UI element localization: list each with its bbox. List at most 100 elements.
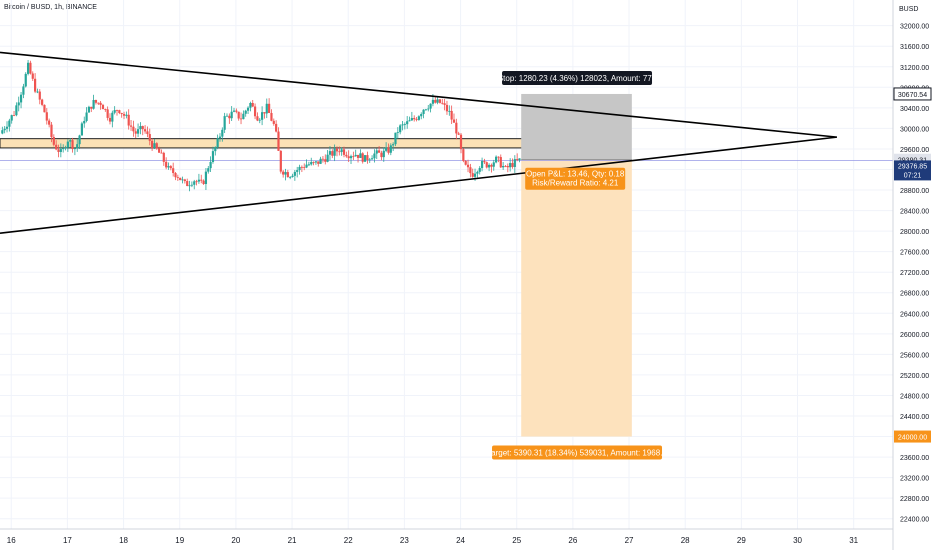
- candle-body: [378, 150, 381, 153]
- candle-body: [459, 134, 463, 150]
- candle-body: [249, 103, 252, 108]
- candle-body: [45, 112, 48, 121]
- candle-body: [485, 162, 488, 168]
- candle-body: [218, 136, 222, 139]
- candle-body: [277, 131, 280, 151]
- candle-body: [195, 181, 198, 183]
- candle-body: [146, 131, 149, 135]
- candle-body: [380, 152, 383, 158]
- candle-body: [19, 94, 23, 103]
- candle-body: [361, 153, 364, 162]
- candle-body: [293, 171, 296, 176]
- candle-body: [52, 136, 55, 145]
- candle-body: [464, 160, 467, 165]
- candle-body: [10, 115, 13, 121]
- target-zone[interactable]: [521, 159, 632, 437]
- candle-body: [441, 102, 444, 104]
- candle-body: [256, 116, 259, 121]
- candle-body: [34, 78, 37, 92]
- candle-body: [83, 120, 86, 124]
- candle-body: [246, 107, 250, 111]
- candle-body: [326, 154, 329, 162]
- x-tick-label: 31: [849, 536, 858, 545]
- candle-body: [251, 103, 254, 107]
- candle-body: [298, 166, 301, 171]
- candle-body: [455, 122, 458, 134]
- candle-body: [202, 180, 205, 185]
- candle-body: [333, 148, 336, 156]
- current-price-tag: 29376.85 07:21: [894, 160, 931, 181]
- candle-body: [265, 103, 268, 114]
- candle-body: [92, 100, 95, 109]
- candle-body: [158, 148, 161, 153]
- stop-zone[interactable]: [521, 93, 632, 160]
- y-tick-label: 22800.00: [900, 496, 929, 503]
- candle-body: [106, 109, 109, 118]
- candle-body: [104, 109, 107, 110]
- trendline-upper[interactable]: [0, 51, 837, 138]
- candle-body: [139, 126, 142, 130]
- svg-text:Open P&L: 13.46, Qty: 0.18: Open P&L: 13.46, Qty: 0.18: [526, 170, 625, 179]
- candle-body: [370, 158, 374, 160]
- y-tick-label: 28400.00: [900, 209, 929, 216]
- candle-body: [296, 170, 299, 172]
- candle-body: [487, 164, 491, 168]
- candle-body: [167, 166, 170, 168]
- candle-body: [143, 129, 147, 132]
- candle-body: [188, 185, 191, 187]
- candle-body: [436, 99, 439, 103]
- candle-body: [354, 154, 357, 157]
- candle-body: [62, 148, 65, 150]
- candle-body: [214, 147, 217, 152]
- candle-body: [424, 109, 428, 111]
- candle-body: [363, 155, 367, 162]
- trendlines[interactable]: [0, 51, 837, 234]
- x-tick-label: 30: [793, 536, 802, 545]
- candle-body: [118, 110, 121, 113]
- candle-body: [443, 103, 446, 105]
- trendline-lower[interactable]: [0, 136, 837, 234]
- candle-body: [242, 113, 245, 120]
- candle-body: [415, 119, 418, 121]
- candle-body: [321, 158, 325, 160]
- candle-body: [403, 124, 406, 125]
- candle-body: [71, 140, 74, 149]
- candle-body: [132, 126, 135, 132]
- candle-body: [200, 179, 203, 181]
- candle-body: [466, 164, 470, 168]
- candle-body: [289, 176, 292, 178]
- candle-body: [204, 171, 208, 185]
- candle-body: [483, 161, 486, 163]
- candle-body: [85, 112, 88, 121]
- candle-body: [506, 166, 509, 168]
- candle-body: [115, 110, 119, 111]
- position-labels: Stop: 1280.23 (4.36%) 128023, Amount: 77…: [487, 70, 667, 460]
- y-tick-label: 28000.00: [900, 229, 929, 236]
- candle-body: [340, 149, 343, 152]
- candle-body: [172, 168, 175, 174]
- candle-body: [78, 135, 81, 145]
- candle-body: [57, 149, 60, 152]
- x-tick-label: 21: [288, 536, 297, 545]
- candle-body: [511, 163, 514, 168]
- candle-body: [41, 99, 44, 105]
- candle-body: [59, 149, 62, 152]
- candle-body: [457, 133, 460, 135]
- y-tick-label: 26400.00: [900, 311, 929, 318]
- short-position-tool[interactable]: [0, 93, 893, 437]
- candle-body: [48, 120, 51, 125]
- candle-body: [502, 165, 505, 168]
- candle-body: [314, 161, 318, 163]
- candle-body: [516, 159, 519, 161]
- candle-body: [399, 125, 402, 133]
- candle-body: [129, 125, 133, 127]
- stop-label: Stop: 1280.23 (4.36%) 128023, Amount: 77…: [498, 70, 657, 85]
- candle-body: [209, 162, 212, 169]
- candle-body: [422, 109, 425, 115]
- candle-body: [438, 99, 442, 103]
- candle-body: [513, 159, 516, 168]
- y-tick-label: 23600.00: [900, 455, 929, 462]
- candle-body: [148, 134, 151, 141]
